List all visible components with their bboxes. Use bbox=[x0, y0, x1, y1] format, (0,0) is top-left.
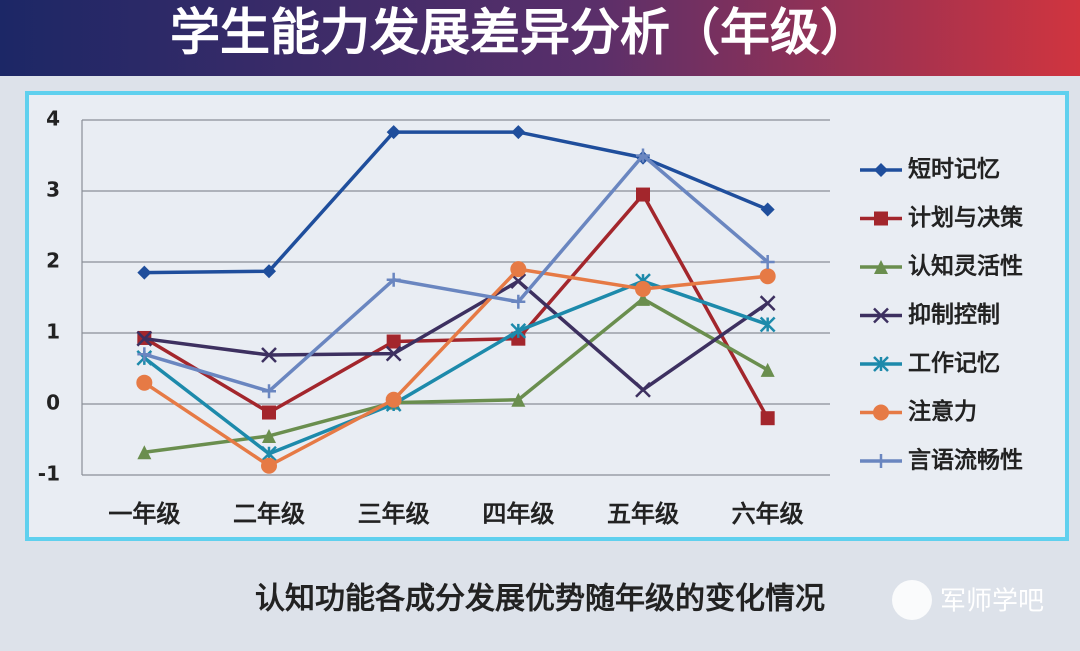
marker bbox=[511, 392, 526, 407]
marker bbox=[510, 261, 527, 278]
marker bbox=[635, 381, 651, 398]
watermark: 军师学吧 bbox=[940, 587, 1044, 617]
legend-label: 短时记忆 bbox=[908, 156, 1000, 183]
y-tick-label: 0 bbox=[46, 391, 60, 415]
legend-marker bbox=[874, 260, 888, 274]
marker bbox=[760, 202, 775, 217]
marker bbox=[137, 347, 152, 362]
marker bbox=[759, 268, 776, 285]
y-tick-label: 1 bbox=[46, 320, 60, 344]
legend-label: 认知灵活性 bbox=[908, 253, 1023, 280]
x-tick-label: 六年级 bbox=[732, 500, 804, 528]
x-tick-label: 三年级 bbox=[358, 500, 430, 528]
plot: -1 0 1 2 3 4 一年级 二年级 三年级 四年级 五年级 六年级 短时记忆计划与决策认知灵活性抑… bbox=[38, 107, 1024, 529]
marker bbox=[385, 345, 402, 362]
marker bbox=[635, 280, 651, 297]
caption: 认知功能各成分发展优势随年级的变化情况 bbox=[255, 582, 825, 617]
marker bbox=[137, 445, 152, 460]
x-tick-label: 四年级 bbox=[482, 500, 554, 528]
legend-marker bbox=[873, 404, 889, 421]
series-line bbox=[143, 267, 768, 468]
y-tick-label: 4 bbox=[46, 107, 60, 131]
legend-label: 言语流畅性 bbox=[908, 447, 1023, 474]
series-line bbox=[144, 130, 769, 275]
marker bbox=[636, 187, 650, 202]
marker bbox=[136, 374, 153, 391]
marker bbox=[261, 457, 277, 474]
marker bbox=[510, 322, 527, 339]
legend-label: 计划与决策 bbox=[908, 204, 1024, 231]
series-line bbox=[143, 191, 770, 420]
marker bbox=[511, 125, 526, 140]
watermark-icon bbox=[892, 580, 932, 620]
series-line bbox=[143, 153, 769, 394]
marker bbox=[136, 330, 153, 347]
marker bbox=[262, 428, 276, 443]
marker bbox=[760, 255, 775, 269]
marker bbox=[759, 316, 776, 333]
marker bbox=[262, 405, 276, 420]
marker bbox=[636, 291, 650, 306]
marker bbox=[261, 347, 277, 363]
marker bbox=[137, 265, 152, 280]
banner bbox=[0, 0, 1080, 76]
y-tick-label: 2 bbox=[46, 249, 60, 273]
marker bbox=[262, 384, 276, 399]
legend-label: 注意力 bbox=[908, 398, 977, 425]
marker bbox=[262, 264, 276, 279]
marker bbox=[759, 295, 776, 312]
legend-label: 抑制控制 bbox=[908, 301, 1000, 328]
marker bbox=[636, 148, 650, 163]
y-tick-label: -1 bbox=[38, 462, 60, 486]
legend-marker bbox=[874, 163, 888, 177]
x-tick-label: 一年级 bbox=[108, 500, 180, 528]
legend-label: 工作记忆 bbox=[908, 351, 1000, 377]
legend-marker bbox=[873, 356, 889, 372]
slide-title: 学生能力发展差异分析（年级） bbox=[170, 4, 870, 62]
series-line bbox=[144, 279, 769, 393]
legend-marker bbox=[874, 211, 888, 226]
x-tick-label: 五年级 bbox=[607, 500, 679, 528]
legend-marker bbox=[873, 307, 889, 324]
marker bbox=[760, 411, 775, 426]
legend-marker bbox=[874, 454, 888, 468]
x-tick-label: 二年级 bbox=[233, 500, 305, 528]
marker bbox=[386, 334, 401, 349]
y-tick-label: 3 bbox=[46, 178, 60, 202]
marker bbox=[386, 272, 401, 287]
marker bbox=[385, 391, 402, 408]
marker bbox=[760, 362, 775, 377]
marker bbox=[386, 125, 401, 140]
marker bbox=[511, 294, 526, 309]
